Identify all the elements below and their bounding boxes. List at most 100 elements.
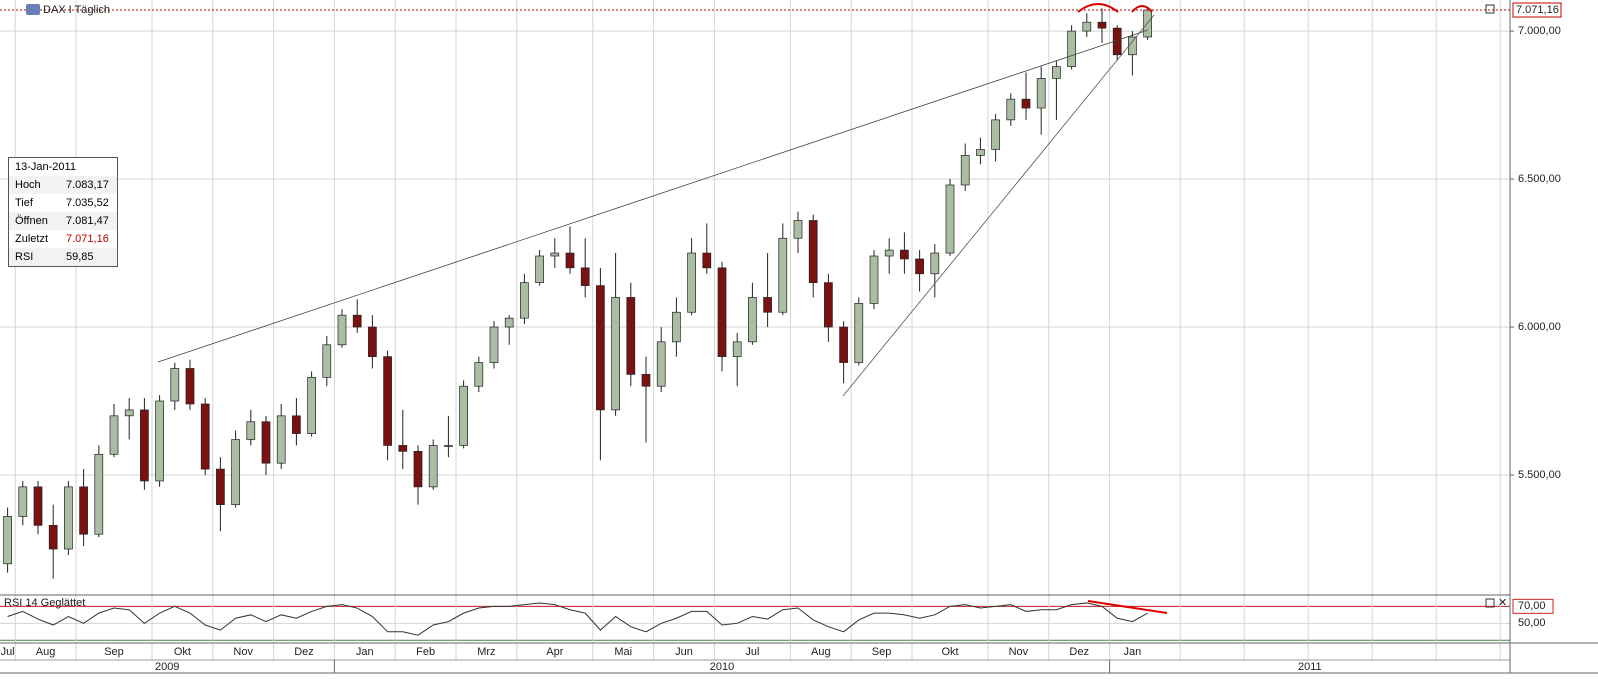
candle-body: [915, 258, 924, 275]
candle-body: [94, 453, 104, 535]
last-price-label: 7.071,16: [1516, 4, 1559, 16]
close-pane[interactable]: ✕: [1498, 597, 1507, 609]
x-tick-label: Nov: [233, 646, 253, 658]
candle-body: [3, 516, 12, 565]
x-tick-label: Jan: [1124, 646, 1142, 658]
x-tick-label: Okt: [174, 646, 191, 658]
candle-body: [626, 297, 636, 375]
info-key: Zuletzt: [15, 233, 49, 245]
x-tick-label: Aug: [811, 646, 831, 658]
candle-body: [550, 252, 560, 257]
candle-body: [778, 237, 788, 313]
candle-body: [763, 297, 772, 313]
candle-body: [307, 377, 316, 434]
candle-body: [79, 486, 88, 535]
candle-body: [839, 326, 848, 363]
candle-body: [48, 524, 58, 550]
candle-body: [611, 297, 620, 411]
info-key: Hoch: [15, 179, 41, 191]
candle-body: [732, 341, 742, 357]
candle-body: [1143, 9, 1152, 38]
candle-body: [1082, 21, 1092, 32]
x-tick-label: Feb: [416, 646, 435, 658]
info-row: Hoch 7.083,17: [9, 176, 117, 194]
candle-body: [231, 439, 240, 505]
info-box: 13-Jan-2011 Hoch 7.083,17 Tief 7.035,52 Öffn…: [8, 157, 118, 267]
candle-body: [140, 409, 149, 482]
candle-body: [261, 421, 271, 464]
candle-body: [246, 421, 256, 440]
candle-body: [641, 374, 651, 387]
candle-body: [489, 326, 499, 363]
x-tick-label: Mrz: [477, 646, 495, 658]
candle-body: [1128, 36, 1137, 56]
candle-body: [1021, 98, 1031, 109]
last-price-box: [1512, 2, 1562, 18]
candle-body: [444, 445, 453, 447]
candle-body: [1006, 98, 1016, 121]
year-label: 2011: [1298, 661, 1322, 673]
candle-body: [869, 255, 879, 304]
candle-body: [748, 297, 757, 343]
candle-body: [124, 409, 134, 417]
year-label: 2009: [155, 661, 179, 673]
y-tick-label: 50,00: [1518, 617, 1546, 629]
x-tick-label: Nov: [1009, 646, 1029, 658]
candle-body: [824, 282, 833, 328]
pane-button[interactable]: [1485, 598, 1495, 608]
pane-button[interactable]: [1485, 4, 1495, 14]
candle-body: [793, 220, 803, 239]
candle-body: [672, 311, 681, 343]
year-label: 2010: [710, 661, 734, 673]
indicator-title[interactable]: RSI 14 Geglättet: [4, 597, 85, 609]
candle-body: [976, 149, 985, 156]
candle-body: [945, 184, 955, 254]
rsi-line: [7, 602, 1148, 636]
candle-body: [1052, 66, 1061, 79]
candle-body: [352, 314, 362, 328]
divergence-line: [1087, 600, 1168, 614]
y-tick-label: 6.500,00: [1518, 173, 1561, 185]
candle-body: [474, 362, 484, 387]
candle-body: [155, 400, 164, 482]
grid-layer: 5.500,00 6.000,00 6.500,00 7.000,00 50,00 70,…: [0, 0, 1561, 673]
y-tick-label: 7.000,00: [1518, 25, 1561, 37]
candle-body: [1097, 21, 1107, 29]
x-tick-label: Jul: [1, 646, 15, 658]
candle-body: [398, 445, 408, 452]
x-tick-label: Okt: [941, 646, 958, 658]
info-row: Zuletzt 7.071,16: [9, 230, 117, 248]
trendline: [157, 29, 1149, 363]
candle-body: [109, 415, 119, 455]
x-tick-label: Dez: [1069, 646, 1089, 658]
info-value: 7.081,47: [66, 215, 109, 227]
candle-body: [170, 368, 180, 402]
candle-body: [185, 368, 195, 405]
candle-body: [717, 267, 727, 357]
info-value: 7.083,17: [66, 179, 109, 191]
chart-title[interactable]: DAX I Täglich: [43, 4, 110, 16]
candle-body: [18, 486, 28, 517]
candle-body: [687, 252, 696, 313]
candle-body: [900, 249, 909, 260]
candle-body: [200, 403, 210, 470]
info-row: Tief 7.035,52: [9, 194, 117, 212]
x-tick-label: Dez: [294, 646, 314, 658]
trendline: [842, 14, 1155, 397]
candle-body: [428, 445, 438, 488]
candle-body: [535, 255, 544, 283]
candle-body: [1067, 30, 1076, 67]
candle-body: [854, 303, 864, 363]
x-tick-label: Jul: [745, 646, 759, 658]
info-date: 13-Jan-2011: [15, 161, 76, 173]
candle-body: [991, 119, 1000, 150]
candle-body: [930, 252, 940, 275]
x-tick-label: Jan: [356, 646, 374, 658]
info-row: Öffnen 7.081,47: [9, 212, 117, 230]
candle-body: [33, 486, 43, 526]
x-tick-label: Sep: [872, 646, 892, 658]
candle-body: [216, 468, 225, 505]
candle-body: [520, 282, 529, 319]
